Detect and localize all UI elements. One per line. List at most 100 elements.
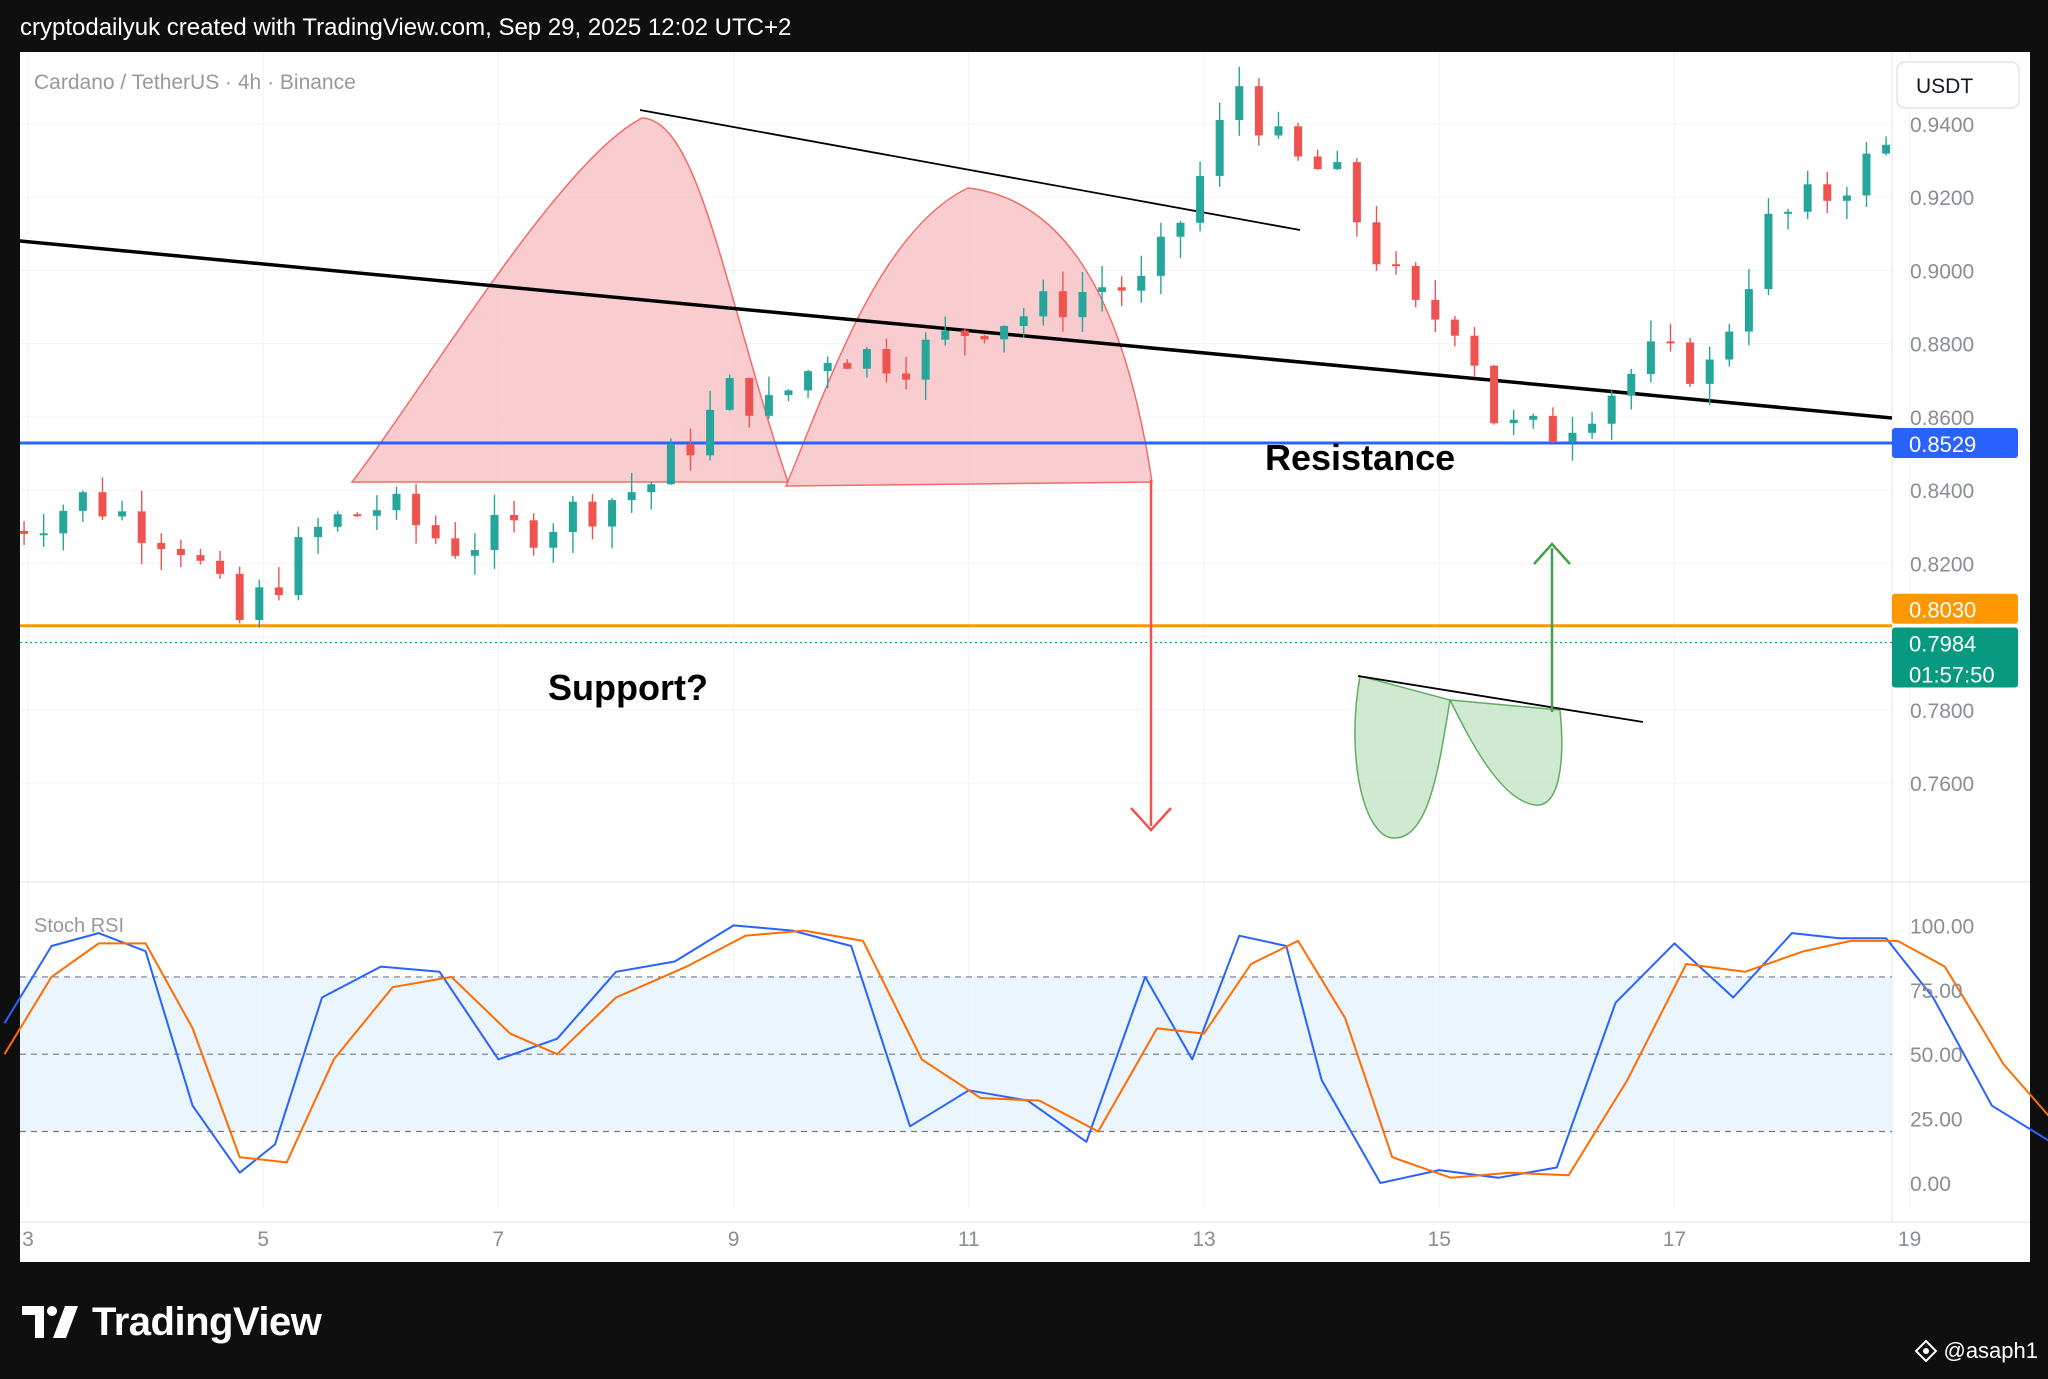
logo-text: TradingView [92,1299,322,1344]
candle-up [1627,373,1636,396]
candle-up [1176,222,1185,237]
candle-up [333,514,342,527]
candle-down [882,349,891,374]
candle-up [1588,423,1597,433]
candle-down [216,560,225,574]
candle-up [1235,86,1244,121]
candle-down [1548,415,1557,443]
time-tick-label: 7 [493,1228,505,1251]
candle-down [1313,156,1322,170]
double-top-second-peak [784,187,1153,487]
candle-down [137,511,146,543]
resistance-label[interactable]: Resistance [1265,437,1455,478]
bottom-pattern-left [1354,675,1451,839]
price-pane[interactable] [0,66,2048,839]
candle-up [39,533,48,536]
candle-down [902,373,911,380]
candle-up [294,537,303,596]
candle-up [118,511,127,517]
currency-button[interactable]: USDT [1896,61,2020,109]
bottom-pattern-right [1448,699,1563,806]
candle-down [960,330,969,337]
candle-up [647,484,656,493]
candle-up [941,330,950,340]
upper-trendline[interactable] [639,109,1301,231]
candle-up [1862,153,1871,196]
candle-up [568,501,577,533]
candle-down [235,573,244,620]
stoch-tick-label: 75.00 [1910,980,1963,1003]
candle-up [314,526,323,538]
time-tick-label: 3 [22,1228,34,1251]
support-price-badge-bg [1892,593,2018,624]
stoch-rsi-title[interactable]: Stoch RSI [34,915,124,937]
candle-up [1646,341,1655,374]
candle-up [470,549,479,556]
price-tick-label: 0.8400 [1910,480,1974,503]
symbol-title[interactable]: Cardano / TetherUS · 4h · Binance [34,71,356,94]
currency-button-frame[interactable] [1896,61,2020,109]
candle-up [608,500,617,527]
candle-up [862,349,871,369]
candle-up [627,492,636,501]
stoch-tick-label: 0.00 [1910,1173,1951,1196]
last-price-badge-bg [1892,627,2018,688]
candle-down [1117,287,1126,291]
candle-down [980,336,989,340]
candle-down [353,514,362,517]
candle-down [843,362,852,369]
watermark-text: cryptodailyuk created with TradingView.c… [20,14,792,41]
candle-up [1764,213,1773,290]
candle-down [1294,126,1303,157]
candle-down [1352,162,1361,223]
stoch-series-k[interactable] [3,924,2048,1184]
price-tick-label: 0.9400 [1910,114,1974,137]
descending-neckline[interactable] [1357,675,1644,723]
candle-down [1490,365,1499,424]
candle-down [1450,319,1459,336]
stoch-rsi-pane[interactable]: 100.00 75.00 50.00 25.00 0.00 [3,915,2048,1196]
candle-up [1274,126,1283,136]
candle-up [1215,120,1224,176]
resistance-price-badge-bg [1892,427,2018,458]
candle-down [1058,291,1067,318]
candle-down [1470,335,1479,366]
diamond-logo-icon [1915,1340,1938,1362]
candle-down [274,587,283,596]
support-label[interactable]: Support? [548,667,708,708]
price-axis[interactable]: 0.9400 0.9200 0.9000 0.8800 0.8600 0.8400 0.82… [1910,114,1974,796]
candle-down [745,378,754,416]
candle-up [1882,144,1891,154]
candle-up [1333,162,1342,170]
candle-up [706,409,715,456]
candle-down [1254,86,1263,136]
candle-up [1529,415,1538,420]
candle-up [1568,432,1577,443]
candle-up [1607,395,1616,424]
candle-down [196,555,205,561]
candle-up [255,587,264,620]
stoch-series-d[interactable] [3,929,2048,1179]
stoch-tick-label: 25.00 [1910,1109,1963,1132]
candle-up [823,362,832,372]
candle-up [1196,175,1205,223]
candle-up [1509,419,1518,424]
candle-down [1666,341,1675,344]
author-handle: @asaph1 [1943,1338,2038,1363]
tradingview-logo[interactable]: TradingView [22,1298,322,1346]
last-price-badge: 0.7984 01:57:50 [1892,627,2018,688]
candle-down [1372,222,1381,265]
price-tick-label: 0.7600 [1910,773,1974,796]
candle-down [2039,283,2047,296]
candle-down [510,514,519,521]
time-tick-label: 19 [1898,1228,1921,1251]
time-tick-label: 11 [958,1228,980,1251]
time-axis[interactable]: 357911131517192123252729Oct3 [22,1228,2048,1251]
candle-up [1137,275,1146,291]
up-arrow-icon [1533,542,1571,565]
time-tick-label: 15 [1428,1228,1451,1251]
candles[interactable] [0,66,2048,777]
down-arrow-icon [1130,807,1172,832]
long-trendline[interactable] [20,239,1892,420]
